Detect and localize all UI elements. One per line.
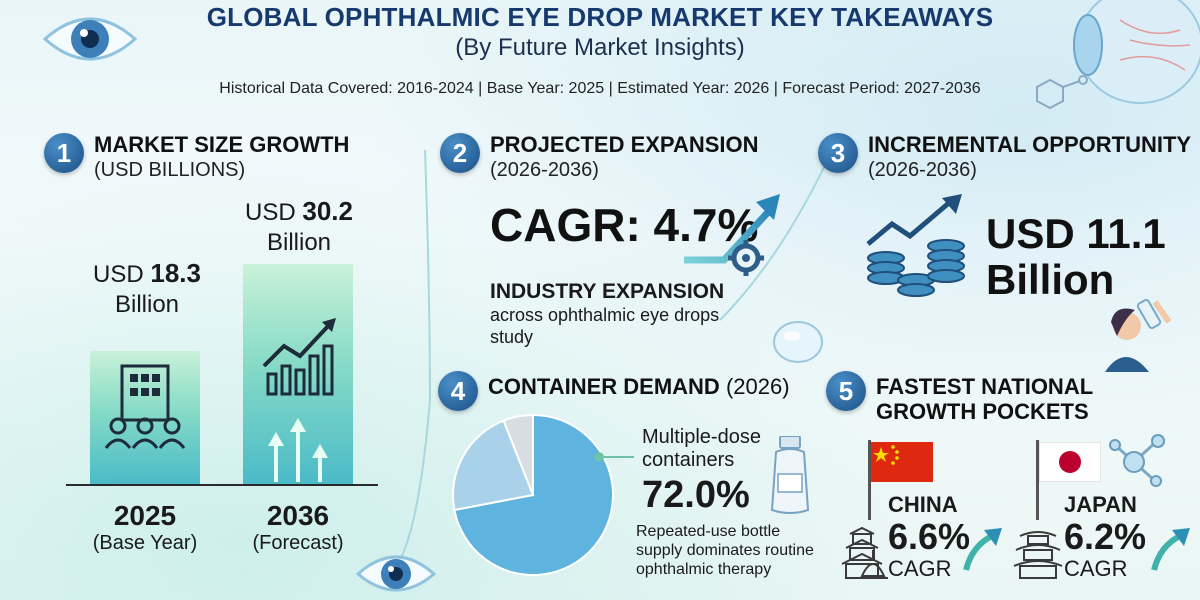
callout-text: Repeated-use bottle supply dominates rou… xyxy=(636,523,814,578)
year-label-2025: 2025 xyxy=(113,500,177,531)
page-subtitle: (By Future Market Insights) xyxy=(455,34,745,61)
section-5-heading-line1: FASTEST NATIONAL xyxy=(876,374,1094,399)
molecule-icon-japan xyxy=(1109,434,1165,487)
eye-icon xyxy=(42,17,138,61)
country-value-japan: 6.2% xyxy=(1064,516,1147,557)
pie-callout-dot xyxy=(594,452,604,462)
section-3-heading: INCREMENTAL OPPORTUNITY xyxy=(868,132,1192,157)
pie-slice-1 xyxy=(452,419,535,512)
country-cagr-china: CAGR xyxy=(888,556,952,581)
contact-lens-icon xyxy=(773,321,823,363)
section-2-heading: PROJECTED EXPANSION xyxy=(490,132,759,157)
section-4-heading-text: CONTAINER DEMAND xyxy=(488,374,720,399)
callout-label: Multiple-dose containers xyxy=(642,426,761,471)
country-cagr-japan: CAGR xyxy=(1064,556,1128,581)
year-note-2025: (Base Year) xyxy=(92,532,198,554)
japan-growth-arrow-icon xyxy=(1151,528,1190,571)
japan-flag-icon xyxy=(1039,442,1101,482)
section-1-subheading: (USD BILLIONS) xyxy=(94,159,246,181)
section-1-heading: MARKET SIZE GROWTH xyxy=(94,132,350,157)
bar-unit: Billion xyxy=(266,229,332,256)
industry-expansion-label: INDUSTRY EXPANSION xyxy=(490,280,725,303)
capitol-dome-icon xyxy=(858,550,888,579)
incremental-value-line1: USD 11.1 xyxy=(986,210,1166,257)
page-title: GLOBAL OPHTHALMIC EYE DROP MARKET KEY TA… xyxy=(206,2,994,32)
cagr-value: CAGR: 4.7% xyxy=(490,199,759,251)
year-note-2036: (Forecast) xyxy=(252,532,344,554)
coins-growth-icon xyxy=(866,194,965,297)
incremental-value-line2: Billion xyxy=(986,256,1115,303)
bar-label-prefix: USD xyxy=(93,261,151,288)
section-1-badge: 1 xyxy=(44,133,84,173)
x-axis-line xyxy=(66,484,378,486)
japan-landmark-icon xyxy=(1013,531,1063,579)
growth-chart-icon xyxy=(262,318,336,396)
section-2-subheading: (2026-2036) xyxy=(490,159,599,181)
bar-label-2025: USD 18.3 Billion xyxy=(72,258,222,320)
china-growth-arrow-icon xyxy=(963,528,1002,571)
china-flag-pole xyxy=(868,440,871,520)
bar-label-prefix: USD xyxy=(245,199,303,226)
section-4-badge: 4 xyxy=(438,371,478,411)
country-value-china: 6.6% xyxy=(888,516,971,557)
section-3-subheading: (2026-2036) xyxy=(868,159,977,181)
eye-icon-bottom xyxy=(355,555,437,592)
trend-arrow-gear-icon xyxy=(684,194,780,276)
container-demand-pie xyxy=(452,413,614,576)
bar-value: 30.2 xyxy=(302,196,353,226)
china-flag-icon xyxy=(871,442,933,482)
industry-expansion-text: across ophthalmic eye drops study xyxy=(490,305,720,347)
section-4-heading-year: (2026) xyxy=(725,374,790,399)
country-name-china: CHINA xyxy=(888,492,958,517)
up-arrows-icon xyxy=(268,418,328,482)
section-3-badge: 3 xyxy=(818,133,858,173)
medicine-bottle-icon xyxy=(770,436,810,514)
eyeball-anatomy-icon xyxy=(1073,0,1200,104)
bar-unit: Billion xyxy=(114,291,180,318)
section-2-badge: 2 xyxy=(440,133,480,173)
molecule-icon xyxy=(1036,75,1088,110)
pie-slice-2 xyxy=(502,413,534,496)
year-label-2036: 2036 xyxy=(266,500,330,531)
japan-flag-pole xyxy=(1036,440,1039,520)
coverage-line: Historical Data Covered: 2016-2024 | Bas… xyxy=(219,80,981,97)
section-5-badge: 5 xyxy=(826,371,866,411)
section-4-heading: CONTAINER DEMAND (2026) xyxy=(488,374,790,400)
person-eyedrop-icon xyxy=(1105,298,1172,372)
building-people-icon xyxy=(104,364,186,449)
pie-callout-line xyxy=(598,456,634,458)
country-name-japan: JAPAN xyxy=(1064,492,1137,517)
bar-label-2036: USD 30.2 Billion xyxy=(224,196,374,258)
bar-value: 18.3 xyxy=(150,258,201,288)
section-5-heading-line2: GROWTH POCKETS xyxy=(876,399,1089,424)
callout-value: 72.0% xyxy=(642,474,750,516)
